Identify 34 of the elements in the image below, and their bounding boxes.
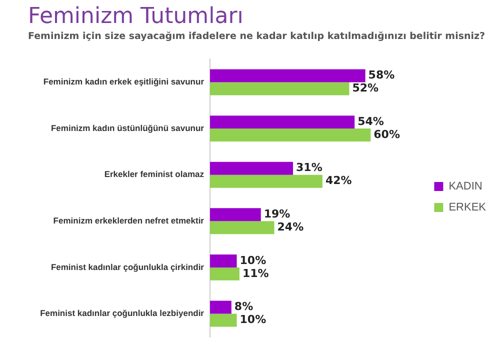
legend-label: KADIN [448,180,482,193]
data-label: 52% [352,82,379,95]
data-label: 10% [240,254,266,267]
bar [210,116,355,129]
bar [210,162,294,175]
data-label: 58% [368,68,395,82]
chart-title: Feminizm Tutumları [28,4,244,29]
data-label: 8% [234,300,254,314]
y-tick-label: Feminizm erkeklerden nefret etmektir [53,215,205,226]
bar [210,300,232,314]
bar [210,314,237,327]
data-label: 60% [374,128,400,141]
bar [210,267,240,280]
legend-label: ERKEK [448,202,487,214]
y-tick-label: Erkekler feminist olamaz [104,169,204,180]
y-tick-label: Feminist kadınlar çoğunlukla çirkindir [50,262,205,272]
y-tick-label: Feminist kadınlar çoğunlukla lezbiyendir [40,308,205,318]
y-tick-label: Feminizm kadın üstünlüğünü savunur [50,122,205,133]
bar [210,128,371,142]
data-label: 54% [358,114,384,128]
data-label: 19% [264,208,290,221]
bar [210,174,322,188]
bar [210,208,261,222]
chart-subtitle: Feminizm için size sayacağım ifadelere ne kadar katılıp katılmadığınızı belitir misniz? [28,31,486,42]
data-label: 31% [296,161,322,174]
data-label: 24% [277,220,304,234]
bar [210,82,350,96]
bar [210,221,274,234]
bar [210,69,366,82]
data-label: 42% [325,174,352,188]
bar [210,254,237,268]
data-label: 11% [242,266,269,280]
y-tick-label: Feminizm kadın erkek eşitliğini savunur [43,76,205,87]
data-label: 10% [240,313,266,326]
